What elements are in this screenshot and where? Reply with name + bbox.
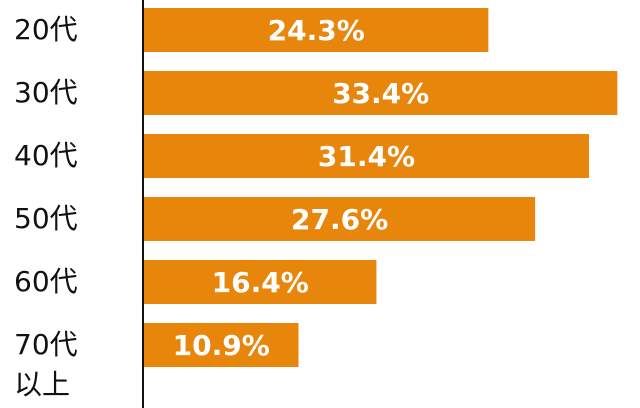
- bar: [144, 323, 299, 367]
- value-label: 27.6%: [291, 203, 388, 236]
- bar: [144, 8, 489, 52]
- bar: [144, 197, 536, 241]
- category-label: 70代以上: [14, 328, 78, 401]
- bar: [144, 260, 377, 304]
- category-label: 60代: [14, 265, 78, 298]
- bar: [144, 134, 589, 178]
- category-label: 50代: [14, 202, 78, 235]
- value-label: 33.4%: [332, 77, 429, 110]
- value-label: 24.3%: [268, 14, 365, 47]
- value-label: 16.4%: [212, 266, 309, 299]
- value-label: 31.4%: [318, 140, 415, 173]
- category-label: 20代: [14, 13, 78, 46]
- category-label: 40代: [14, 139, 78, 172]
- category-label: 30代: [14, 76, 78, 109]
- value-label: 10.9%: [173, 329, 270, 362]
- bar: [144, 71, 618, 115]
